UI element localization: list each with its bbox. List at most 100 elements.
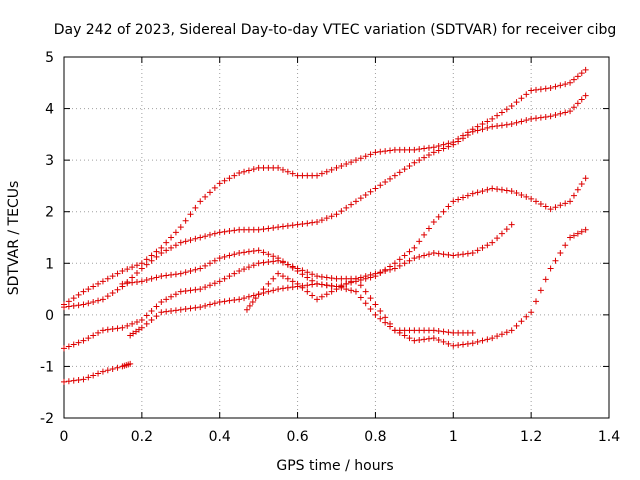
data-point (241, 295, 248, 302)
data-point (187, 211, 194, 218)
data-point (318, 170, 325, 177)
data-point (367, 271, 374, 278)
data-point (216, 180, 223, 187)
data-point (99, 278, 106, 285)
data-point (158, 309, 165, 316)
data-point (129, 320, 136, 327)
data-point (221, 253, 228, 260)
data-point (61, 304, 67, 311)
data-point (114, 364, 121, 371)
data-point (202, 302, 209, 309)
data-point (484, 118, 491, 125)
data-point (163, 272, 170, 279)
data-point (143, 277, 150, 284)
data-point (241, 168, 248, 175)
data-point (163, 239, 170, 246)
data-point (270, 287, 277, 294)
data-point (314, 273, 321, 280)
data-point (304, 220, 311, 227)
data-point (249, 298, 256, 305)
data-point (182, 306, 189, 313)
data-point (85, 286, 92, 293)
data-point (284, 222, 291, 229)
data-point (479, 121, 486, 128)
data-point (90, 283, 97, 290)
data-point (574, 100, 581, 107)
data-point (318, 293, 325, 300)
data-marks (61, 66, 589, 385)
data-point (148, 307, 155, 314)
data-point (348, 159, 355, 166)
data-point (557, 82, 564, 89)
data-point (474, 338, 481, 345)
data-point (396, 262, 403, 269)
data-point (578, 96, 585, 103)
data-point (211, 184, 218, 191)
data-point (245, 167, 252, 174)
x-tick-label: 0 (60, 429, 69, 445)
data-point (279, 273, 286, 280)
data-point (518, 191, 525, 198)
data-point (533, 86, 540, 93)
data-point (260, 286, 267, 293)
data-point (357, 274, 364, 281)
data-point (348, 287, 355, 294)
data-point (537, 86, 544, 93)
data-point (352, 157, 359, 164)
y-tick-label: -1 (40, 359, 54, 375)
data-point (206, 260, 213, 267)
data-point (294, 280, 301, 287)
data-point (362, 273, 369, 280)
y-axis-label: SDTVAR / TECUs (6, 181, 22, 296)
data-point (70, 377, 77, 384)
data-point (547, 265, 554, 272)
data-point (197, 304, 204, 311)
data-point (236, 268, 243, 275)
series-trace-4 (61, 221, 515, 352)
data-point (523, 313, 530, 320)
data-point (299, 267, 306, 274)
data-point (95, 329, 102, 336)
data-point (430, 149, 437, 156)
data-point (226, 228, 233, 235)
y-tick-label: 5 (45, 50, 54, 66)
data-point (65, 298, 72, 305)
data-point (528, 195, 535, 202)
data-point (343, 161, 350, 168)
data-point (479, 188, 486, 195)
grid (64, 57, 609, 418)
data-point (401, 166, 408, 173)
data-point (425, 144, 432, 151)
data-point (318, 281, 325, 288)
data-point (450, 198, 457, 205)
data-point (357, 155, 364, 162)
series-trace-5 (61, 360, 134, 385)
data-point (133, 278, 140, 285)
data-point (236, 296, 243, 303)
data-point (138, 317, 145, 324)
data-point (411, 255, 418, 262)
data-point (289, 170, 296, 177)
data-point (252, 295, 259, 302)
data-point (469, 340, 476, 347)
data-point (574, 73, 581, 80)
data-point (333, 286, 340, 293)
data-point (421, 252, 428, 259)
data-point (416, 238, 423, 245)
data-point (299, 284, 306, 291)
data-point (65, 343, 72, 350)
data-point (489, 239, 496, 246)
data-point (513, 190, 520, 197)
data-point (197, 286, 204, 293)
data-point (421, 145, 428, 152)
data-point (396, 256, 403, 263)
data-point (445, 340, 452, 347)
data-point (567, 108, 574, 115)
data-point (85, 300, 92, 307)
data-point (197, 198, 204, 205)
y-tick-label: -2 (40, 411, 54, 427)
data-point (75, 376, 82, 383)
data-point (124, 322, 131, 329)
data-point (304, 282, 311, 289)
x-tick-label: 1.2 (520, 429, 542, 445)
